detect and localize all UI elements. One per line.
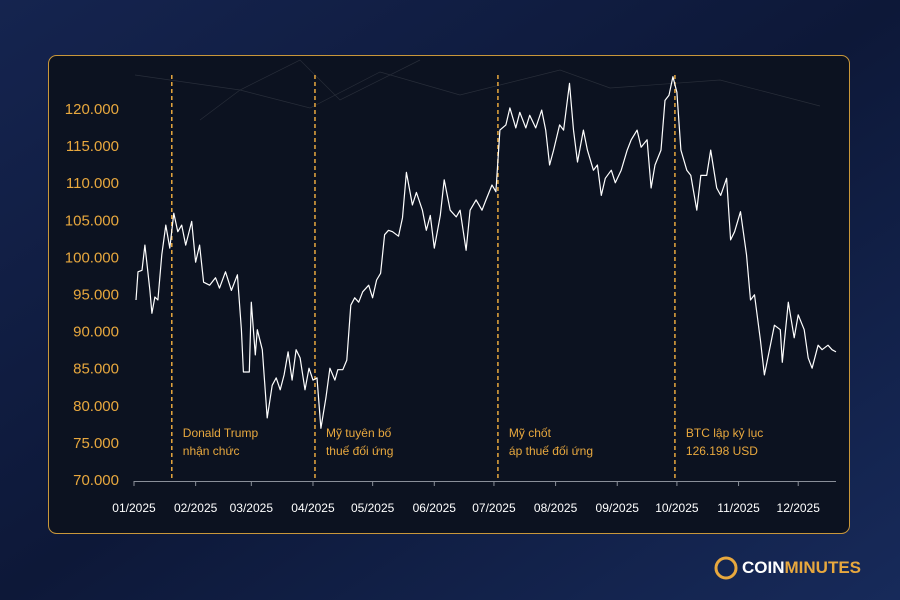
x-tick-label: 08/2025 bbox=[534, 501, 578, 515]
x-tick-label: 04/2025 bbox=[291, 501, 335, 515]
y-tick-label: 70.000 bbox=[73, 472, 119, 489]
y-tick-label: 120.000 bbox=[65, 101, 119, 118]
decoration bbox=[134, 59, 821, 121]
chart-panel bbox=[48, 55, 850, 534]
x-tick-label: 06/2025 bbox=[413, 501, 457, 515]
x-tick-label: 05/2025 bbox=[351, 501, 395, 515]
logo-part: COIN bbox=[742, 558, 785, 577]
x-tick-label: 09/2025 bbox=[596, 501, 640, 515]
annotation-text: nhận chức bbox=[183, 444, 240, 458]
annotation-text: Donald Trump bbox=[183, 426, 259, 440]
x-tick-label: 01/2025 bbox=[112, 501, 156, 515]
y-tick-label: 85.000 bbox=[73, 361, 119, 378]
logo-icon bbox=[714, 556, 738, 580]
annotation-text: áp thuế đối ứng bbox=[509, 444, 593, 458]
y-tick-label: 80.000 bbox=[73, 398, 119, 415]
y-tick-label: 105.000 bbox=[65, 212, 119, 229]
y-tick-label: 100.000 bbox=[65, 249, 119, 266]
annotation-text: BTC lập kỷ lục bbox=[686, 426, 763, 440]
x-tick-label: 10/2025 bbox=[655, 501, 699, 515]
annotation-text: thuế đối ứng bbox=[326, 444, 393, 458]
logo-text: COINMINUTES bbox=[742, 558, 861, 577]
y-tick-label: 95.000 bbox=[73, 287, 119, 304]
annotation-text: Mỹ tuyên bố bbox=[326, 426, 392, 440]
x-tick-label: 11/2025 bbox=[717, 501, 760, 515]
annotation-text: Mỹ chốt bbox=[509, 426, 552, 440]
logo: COINMINUTES bbox=[714, 556, 861, 580]
logo-part: MINUTES bbox=[785, 558, 862, 577]
y-tick-label: 110.000 bbox=[66, 175, 119, 192]
x-tick-label: 03/2025 bbox=[230, 501, 274, 515]
price-line bbox=[135, 76, 837, 429]
y-tick-label: 115.000 bbox=[66, 138, 119, 155]
x-tick-label: 12/2025 bbox=[777, 501, 821, 515]
y-tick-label: 75.000 bbox=[73, 435, 119, 452]
annotation-text: 126.198 USD bbox=[686, 444, 758, 458]
x-tick-label: 07/2025 bbox=[472, 501, 516, 515]
y-tick-label: 90.000 bbox=[73, 324, 119, 341]
x-tick-label: 02/2025 bbox=[174, 501, 218, 515]
